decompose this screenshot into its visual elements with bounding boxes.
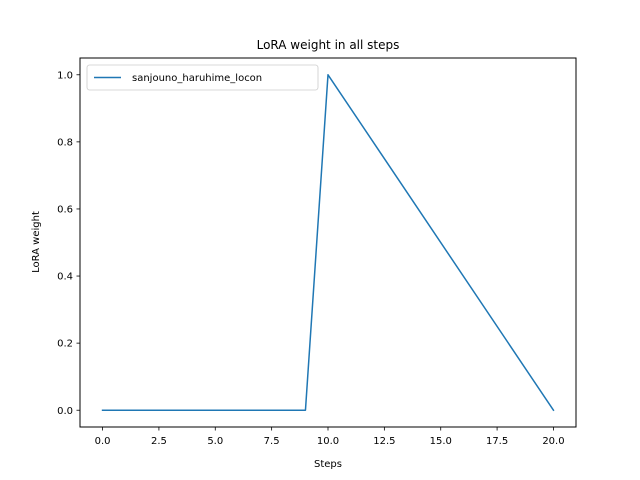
y-tick-label: 0.4: [57, 272, 73, 283]
y-tick-label: 0.0: [57, 406, 73, 417]
x-axis-label: Steps: [314, 459, 342, 470]
y-axis: 0.0 0.2 0.4 0.6 0.8 1.0: [57, 70, 80, 417]
legend: sanjouno_haruhime_locon: [86, 64, 319, 91]
y-tick-label: 0.2: [57, 339, 73, 350]
y-tick-label: 1.0: [57, 70, 73, 81]
x-tick-label: 7.5: [264, 436, 280, 447]
x-tick-label: 0.0: [95, 436, 111, 447]
x-tick-label: 10.0: [317, 436, 339, 447]
legend-box: [86, 64, 319, 91]
x-axis: 0.0 2.5 5.0 7.5 10.0 12.5 15.0 17.5 20.0: [95, 427, 565, 447]
y-axis-label: LoRA weight: [31, 211, 42, 273]
x-tick-label: 5.0: [207, 436, 223, 447]
legend-label: sanjouno_haruhime_locon: [132, 73, 262, 84]
plot-frame: [79, 57, 577, 428]
x-tick-label: 2.5: [151, 436, 167, 447]
x-tick-label: 20.0: [542, 436, 564, 447]
x-tick-label: 15.0: [430, 436, 452, 447]
y-tick-label: 0.8: [57, 137, 73, 148]
y-tick-label: 0.6: [57, 205, 73, 216]
series-layer: [101, 74, 555, 412]
x-tick-label: 17.5: [486, 436, 508, 447]
x-tick-label: 12.5: [373, 436, 395, 447]
chart-title: LoRA weight in all steps: [257, 38, 400, 52]
series-line: [101, 74, 555, 412]
